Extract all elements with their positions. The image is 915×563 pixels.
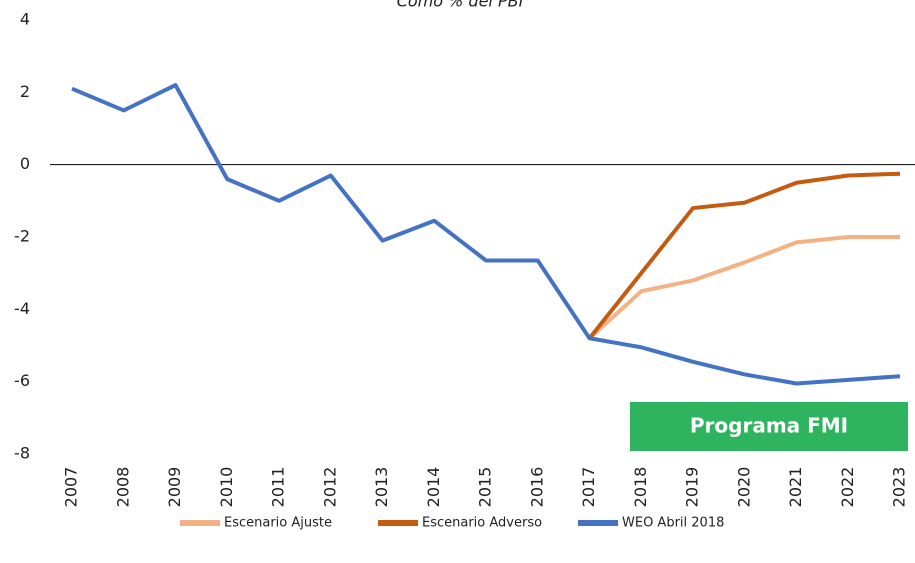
x-tick-label: 2009 — [165, 467, 184, 508]
x-tick-label: 2013 — [372, 467, 391, 508]
x-tick-label: 2012 — [320, 467, 339, 508]
x-tick-label: 2014 — [424, 467, 443, 508]
annotation-bg — [630, 402, 908, 451]
x-tick-label: 2021 — [786, 467, 805, 508]
y-tick-label: -2 — [14, 227, 30, 246]
x-tick-label: 2017 — [579, 467, 598, 508]
y-tick-label: -4 — [14, 299, 30, 318]
x-tick-label: 2023 — [890, 467, 909, 508]
y-tick-label: -6 — [14, 371, 30, 390]
x-tick-label: 2011 — [269, 467, 288, 508]
y-tick-label: 2 — [20, 82, 30, 101]
series-line — [71, 83, 901, 386]
x-tick-label: 2015 — [476, 467, 495, 508]
series-line — [588, 235, 900, 340]
x-tick-label: 2008 — [113, 467, 132, 508]
annotation-text: Programa FMI — [690, 414, 848, 438]
x-tick-label: 2018 — [631, 467, 650, 508]
y-tick-label: -8 — [14, 444, 30, 463]
x-tick-label: 2016 — [527, 467, 546, 508]
x-tick-label: 2022 — [838, 467, 857, 508]
x-tick-label: 2020 — [734, 467, 753, 508]
x-tick-label: 2019 — [683, 467, 702, 508]
x-tick-label: 2007 — [62, 467, 81, 508]
chart-subtitle: Como % del PBI — [397, 0, 524, 11]
legend-label: Escenario Ajuste — [224, 516, 332, 531]
legend-label: Escenario Adverso — [422, 516, 542, 531]
x-tick-label: 2010 — [217, 467, 236, 508]
y-tick-label: 0 — [20, 154, 30, 173]
y-tick-label: 4 — [20, 10, 30, 29]
legend-label: WEO Abril 2018 — [622, 516, 724, 531]
annotation-box: Programa FMI — [630, 402, 908, 451]
series-line — [587, 171, 901, 340]
